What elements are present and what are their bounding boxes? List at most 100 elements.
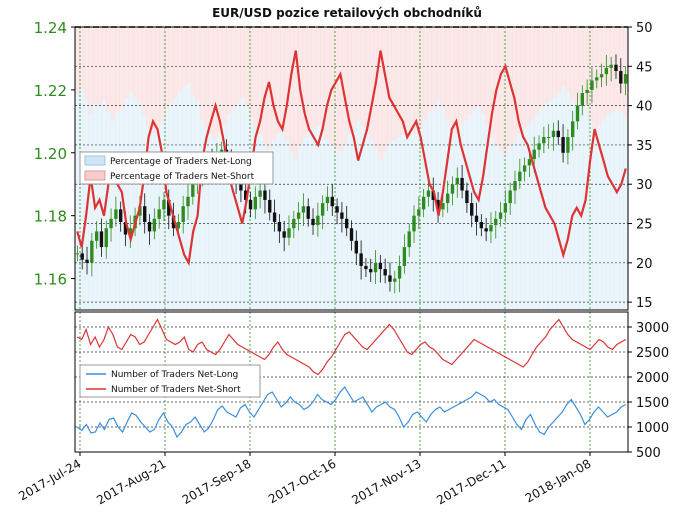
candle-body xyxy=(162,199,166,210)
net-short-shade xyxy=(507,27,513,149)
net-short-shade xyxy=(132,27,138,98)
net-long-shade xyxy=(266,148,272,310)
net-long-shade xyxy=(565,92,571,310)
candle-body xyxy=(532,149,536,160)
net-long-shade xyxy=(213,140,219,310)
candle-body xyxy=(85,259,89,263)
candle-body xyxy=(239,184,243,191)
candle-body xyxy=(272,212,277,222)
net-short-shade xyxy=(141,27,147,115)
net-short-shade xyxy=(471,27,477,110)
candle-body xyxy=(104,228,108,248)
net-long-shade xyxy=(614,109,620,310)
net-short-shade xyxy=(369,27,375,141)
candle-body xyxy=(301,206,306,213)
net-long-shade xyxy=(97,106,103,311)
net-short-shade xyxy=(436,27,441,101)
net-long-shade xyxy=(186,83,192,310)
candle-body xyxy=(470,203,474,216)
net-short-shade xyxy=(574,27,580,104)
net-long-shade xyxy=(534,114,540,310)
candle-body xyxy=(609,64,613,68)
candle-body xyxy=(143,206,147,222)
net-long-shade xyxy=(387,143,392,310)
candle-body xyxy=(345,218,349,229)
candle-body xyxy=(551,130,556,138)
net-long-shade xyxy=(338,151,343,310)
net-short-shade xyxy=(405,27,410,129)
net-short-shade xyxy=(190,27,196,95)
net-short-shade xyxy=(534,27,540,115)
net-short-shade xyxy=(168,27,174,104)
top-frame xyxy=(74,26,629,311)
net-short-shade xyxy=(543,27,549,104)
right-axis-label: 25 xyxy=(636,218,653,233)
net-short-shade xyxy=(592,27,598,132)
net-long-shade xyxy=(449,131,455,310)
net-long-shade xyxy=(512,143,517,310)
net-long-shade xyxy=(422,120,428,310)
net-short-shade xyxy=(342,27,348,144)
net-long-shade xyxy=(405,128,410,310)
net-long-shade xyxy=(382,151,388,310)
net-short-shade xyxy=(422,27,428,121)
net-short-shade xyxy=(409,27,415,132)
net-short-shade xyxy=(520,27,526,129)
candle-body xyxy=(167,199,171,216)
x-axis-label: 2017-Jul-24 xyxy=(16,456,83,503)
candle-body xyxy=(263,190,267,200)
x-axis-label: 2018-Jan-08 xyxy=(523,456,594,505)
net-long-shade xyxy=(226,114,232,310)
net-long-shade xyxy=(271,140,276,310)
net-long-shade xyxy=(364,131,370,310)
net-short-shade xyxy=(418,27,424,129)
net-long-shade xyxy=(110,120,116,310)
net-long-count-line xyxy=(76,385,626,439)
net-long-shade xyxy=(253,128,259,310)
x-axis-label: 2017-Aug-21 xyxy=(94,456,168,507)
candle-body xyxy=(128,228,132,235)
net-short-shade xyxy=(306,27,312,132)
bottom-panel: 2017-Jul-24 2017-Aug-21 2017-Sep-18 2017-Oc… xyxy=(16,311,669,507)
net-short-shade xyxy=(186,27,192,84)
right-axis-label: 20 xyxy=(636,257,653,272)
right-axis-label: 30 xyxy=(636,178,653,193)
net-short-shade xyxy=(150,27,156,135)
net-short-shade xyxy=(449,27,455,132)
candle-body xyxy=(412,215,416,232)
bottom-legend: Number of Traders Net-Long Number of Tra… xyxy=(79,364,261,398)
left-axis-label: 1.20 xyxy=(34,145,67,163)
net-short-shade xyxy=(347,27,352,135)
net-long-shade xyxy=(262,143,268,310)
net-long-shade xyxy=(525,126,531,310)
legend-label-net-short: Percentage of Traders Net-Short xyxy=(110,172,255,182)
candle-body xyxy=(479,221,484,229)
net-long-shade xyxy=(79,89,85,310)
net-short-shade xyxy=(578,27,584,101)
net-short-shade xyxy=(199,27,205,121)
net-short-shade xyxy=(512,27,517,144)
candle-body xyxy=(268,199,272,213)
net-long-shade xyxy=(355,120,361,310)
net-short-pct-line xyxy=(76,50,627,267)
net-short-shade xyxy=(204,27,210,129)
net-short-shade xyxy=(137,27,143,104)
legend-swatch-net-short xyxy=(84,170,106,181)
candle-body xyxy=(566,137,570,153)
net-long-shade xyxy=(280,131,285,310)
net-short-shade xyxy=(240,27,245,98)
candle-body xyxy=(147,221,152,232)
candle-body xyxy=(460,177,464,191)
net-long-shade xyxy=(293,160,299,310)
net-short-shade xyxy=(124,27,129,98)
net-short-shade xyxy=(271,27,276,141)
net-short-shade xyxy=(79,27,85,90)
net-long-shade xyxy=(494,145,499,310)
x-axis-label: 2017-Nov-13 xyxy=(349,456,423,507)
net-short-shade xyxy=(128,27,134,93)
net-short-shade xyxy=(355,27,361,121)
net-long-shade xyxy=(467,114,473,310)
candle-body xyxy=(571,121,575,138)
candle-body xyxy=(258,190,262,197)
